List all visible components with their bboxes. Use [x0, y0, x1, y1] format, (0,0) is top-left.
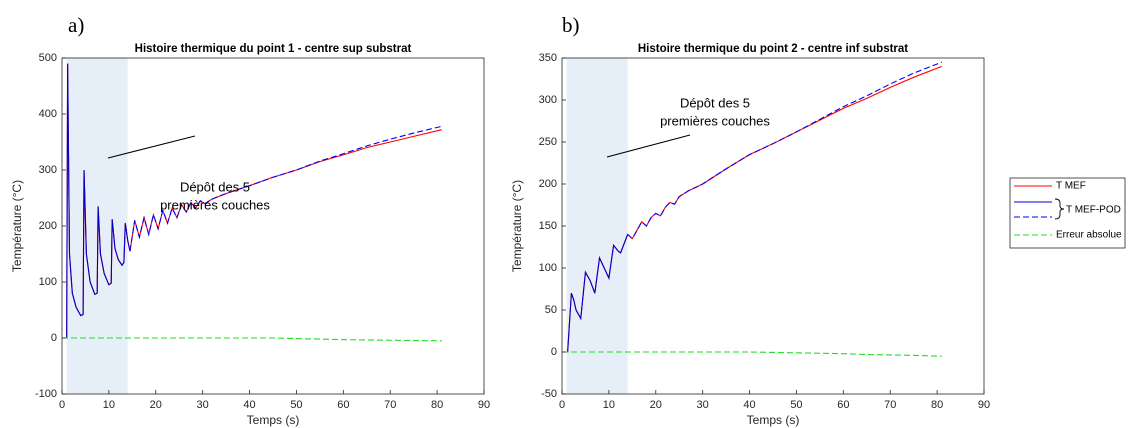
x-tick-label: 10 — [103, 399, 115, 411]
x-tick-label: 60 — [337, 399, 349, 411]
x-tick-label: 70 — [384, 399, 396, 411]
y-axis-label: Température (°C) — [10, 180, 24, 272]
y-tick-label: 200 — [39, 220, 57, 232]
y-tick-label: -100 — [35, 388, 57, 400]
y-tick-label: 0 — [51, 332, 57, 344]
legend-box — [1009, 177, 1126, 249]
y-tick-label: 300 — [539, 94, 557, 106]
x-tick-label: 60 — [837, 399, 849, 411]
y-tick-label: 350 — [539, 52, 557, 64]
series-line — [562, 234, 629, 353]
y-tick-label: 50 — [545, 304, 557, 316]
x-tick-label: 90 — [978, 399, 990, 411]
y-tick-label: 250 — [539, 136, 557, 148]
series-line — [129, 125, 442, 252]
y-tick-label: 300 — [39, 164, 57, 176]
y-tick-label: 100 — [539, 262, 557, 274]
y-tick-label: 0 — [551, 346, 557, 358]
series-line — [562, 351, 942, 357]
shaded-region — [66, 58, 128, 394]
panel-label: b) — [562, 13, 580, 37]
annotation: Dépôt des 5 — [180, 179, 250, 194]
x-tick-label: 10 — [603, 399, 615, 411]
x-tick-label: 0 — [59, 399, 65, 411]
annotation: Dépôt des 5 — [680, 95, 750, 110]
x-axis-label: Temps (s) — [747, 413, 800, 427]
x-tick-label: 80 — [431, 399, 443, 411]
x-tick-label: 90 — [478, 399, 490, 411]
x-tick-label: 20 — [650, 399, 662, 411]
y-tick-label: 400 — [39, 108, 57, 120]
x-tick-label: 70 — [884, 399, 896, 411]
legend-brace — [1054, 198, 1065, 220]
legend-label: T MEF-POD — [1066, 205, 1121, 216]
y-tick-label: 100 — [39, 276, 57, 288]
x-tick-label: 30 — [697, 399, 709, 411]
legend-label: Erreur absolue — [1056, 230, 1122, 241]
annotation: premières couches — [660, 113, 770, 128]
x-tick-label: 40 — [243, 399, 255, 411]
x-tick-label: 50 — [290, 399, 302, 411]
chart-title: Histoire thermique du point 2 - centre i… — [638, 43, 908, 55]
chart-title: Histoire thermique du point 1 - centre s… — [135, 43, 412, 55]
x-tick-label: 50 — [790, 399, 802, 411]
y-tick-label: -50 — [541, 388, 557, 400]
x-axis-label: Temps (s) — [247, 413, 300, 427]
panel-label: a) — [68, 13, 84, 37]
x-tick-label: 80 — [931, 399, 943, 411]
annotation: premières couches — [160, 197, 270, 212]
y-tick-label: 500 — [39, 52, 57, 64]
shaded-region — [566, 58, 628, 394]
y-tick-label: 200 — [539, 178, 557, 190]
series-line — [62, 63, 131, 339]
x-tick-label: 40 — [743, 399, 755, 411]
x-tick-label: 0 — [559, 399, 565, 411]
legend-label: T MEF — [1056, 181, 1086, 192]
annotation-pointer — [107, 135, 196, 159]
x-tick-label: 20 — [150, 399, 162, 411]
y-axis-label: Température (°C) — [510, 180, 524, 272]
x-tick-label: 30 — [197, 399, 209, 411]
annotation-pointer — [606, 134, 691, 158]
series-line — [627, 61, 942, 240]
y-tick-label: 150 — [539, 220, 557, 232]
series-line — [62, 337, 442, 342]
